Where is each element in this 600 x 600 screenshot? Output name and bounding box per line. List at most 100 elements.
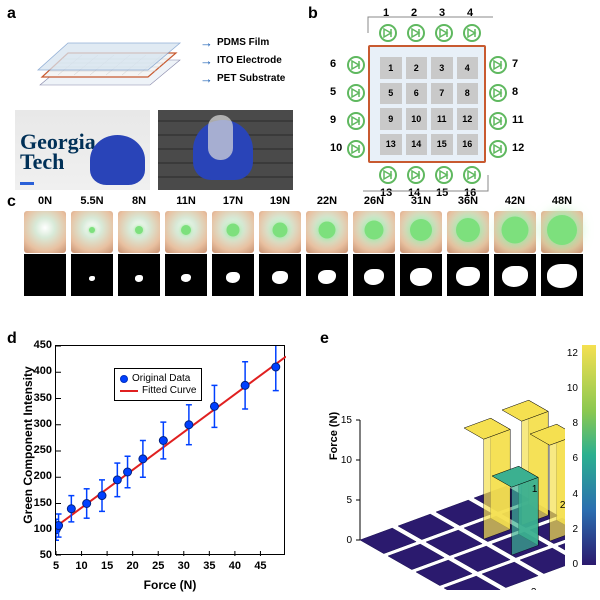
gloved-hand xyxy=(90,135,145,185)
grid-cell: 10 xyxy=(406,108,428,130)
grid-cell: 16 xyxy=(457,134,479,156)
force-label: 31N xyxy=(399,195,443,210)
led-photo xyxy=(306,211,348,253)
led-photo xyxy=(353,211,395,253)
led-photo xyxy=(24,211,66,253)
led-icon xyxy=(346,83,366,103)
z-axis-label: Force (N) xyxy=(328,412,340,460)
led-icon xyxy=(346,55,366,75)
force-label: 5.5N xyxy=(70,195,114,210)
led-photo xyxy=(494,211,536,253)
threshold-image xyxy=(118,254,160,296)
led-icon xyxy=(488,139,508,159)
y-axis-label: Green Component Intensity xyxy=(21,345,35,545)
force-column: 42N xyxy=(493,195,537,297)
grid-cell: 8 xyxy=(457,83,479,105)
sensor-grid: 12345678910111213141516 xyxy=(380,57,478,155)
bent-sample xyxy=(208,115,233,160)
colorbar-tick: 6 xyxy=(572,453,578,464)
svg-text:2: 2 xyxy=(531,587,537,590)
threshold-image xyxy=(541,254,583,296)
led-number: 9 xyxy=(330,114,336,126)
led-number: 11 xyxy=(512,114,524,126)
grid-cell: 9 xyxy=(380,108,402,130)
grid-cell: 12 xyxy=(457,108,479,130)
force-column: 22N xyxy=(305,195,349,297)
led-number: 1 xyxy=(383,7,389,19)
threshold-image xyxy=(447,254,489,296)
panel-c: c 0N5.5N8N11N17N19N22N26N31N36N42N48N xyxy=(5,195,595,320)
grid-cell: 11 xyxy=(431,108,453,130)
force-label: 19N xyxy=(258,195,302,210)
led-photo xyxy=(541,211,583,253)
grid-cell: 13 xyxy=(380,134,402,156)
colorbar-tick: 8 xyxy=(572,418,578,429)
led-photo xyxy=(71,211,113,253)
led-icon xyxy=(462,165,482,185)
force-column: 36N xyxy=(446,195,490,297)
force-column: 17N xyxy=(211,195,255,297)
svg-text:2: 2 xyxy=(560,500,565,511)
panel-a-label: a xyxy=(7,5,16,23)
force-column: 48N xyxy=(540,195,584,297)
force-label: 11N xyxy=(164,195,208,210)
threshold-image xyxy=(400,254,442,296)
force-column: 0N xyxy=(23,195,67,297)
panel-b: b 12345678910111213141516 12341314151665… xyxy=(308,5,598,195)
svg-text:10: 10 xyxy=(341,455,353,466)
panel-d-label: d xyxy=(7,330,17,348)
grid-cell: 3 xyxy=(431,57,453,79)
legend-original: Original Data xyxy=(132,373,190,384)
force-label: 0N xyxy=(23,195,67,210)
threshold-image xyxy=(24,254,66,296)
led-icon xyxy=(378,165,398,185)
force-column: 11N xyxy=(164,195,208,297)
svg-text:1: 1 xyxy=(532,484,538,495)
led-photo xyxy=(212,211,254,253)
layer-pdms: PDMS Film xyxy=(217,37,269,48)
photo-georgia-tech: Georgia Tech xyxy=(15,110,150,190)
panel-e: e 05101511223344 Force (N) 024681012 xyxy=(310,330,600,595)
led-number: 12 xyxy=(512,142,524,154)
grid-cell: 1 xyxy=(380,57,402,79)
svg-text:5: 5 xyxy=(346,495,352,506)
led-icon xyxy=(488,111,508,131)
led-number: 8 xyxy=(512,86,518,98)
led-photo xyxy=(447,211,489,253)
force-map-3d: 05101511223344 xyxy=(310,340,565,590)
led-photo xyxy=(259,211,301,253)
led-number: 2 xyxy=(411,7,417,19)
force-column: 19N xyxy=(258,195,302,297)
layer-legend: →PDMS Film →ITO Electrode →PET Substrate xyxy=(200,35,300,89)
led-number: 6 xyxy=(330,58,336,70)
colorbar-tick: 2 xyxy=(572,524,578,535)
x-axis-label: Force (N) xyxy=(55,578,285,592)
led-icon xyxy=(488,55,508,75)
led-number: 4 xyxy=(467,7,473,19)
force-label: 36N xyxy=(446,195,490,210)
force-column: 5.5N xyxy=(70,195,114,297)
panel-d: d 50100150200250300350400450 51015202530… xyxy=(5,330,305,595)
legend-fitted: Fitted Curve xyxy=(142,385,196,396)
force-label: 42N xyxy=(493,195,537,210)
scale-bar xyxy=(20,182,34,185)
force-label: 17N xyxy=(211,195,255,210)
led-icon xyxy=(462,23,482,43)
led-number: 7 xyxy=(512,58,518,70)
layer-ito: ITO Electrode xyxy=(217,55,282,66)
led-photo xyxy=(165,211,207,253)
led-icon xyxy=(378,23,398,43)
photo-flexible-sample xyxy=(158,110,293,190)
colorbar xyxy=(582,345,596,565)
sensor-grid-box: 12345678910111213141516 xyxy=(368,45,486,163)
colorbar-tick: 0 xyxy=(572,559,578,570)
chart-legend: Original Data Fitted Curve xyxy=(114,368,202,401)
grid-cell: 5 xyxy=(380,83,402,105)
panel-c-label: c xyxy=(7,193,16,211)
led-icon xyxy=(434,23,454,43)
led-photo xyxy=(118,211,160,253)
grid-cell: 4 xyxy=(457,57,479,79)
threshold-image xyxy=(306,254,348,296)
intensity-force-chart: 50100150200250300350400450 5101520253035… xyxy=(55,345,285,555)
force-label: 48N xyxy=(540,195,584,210)
